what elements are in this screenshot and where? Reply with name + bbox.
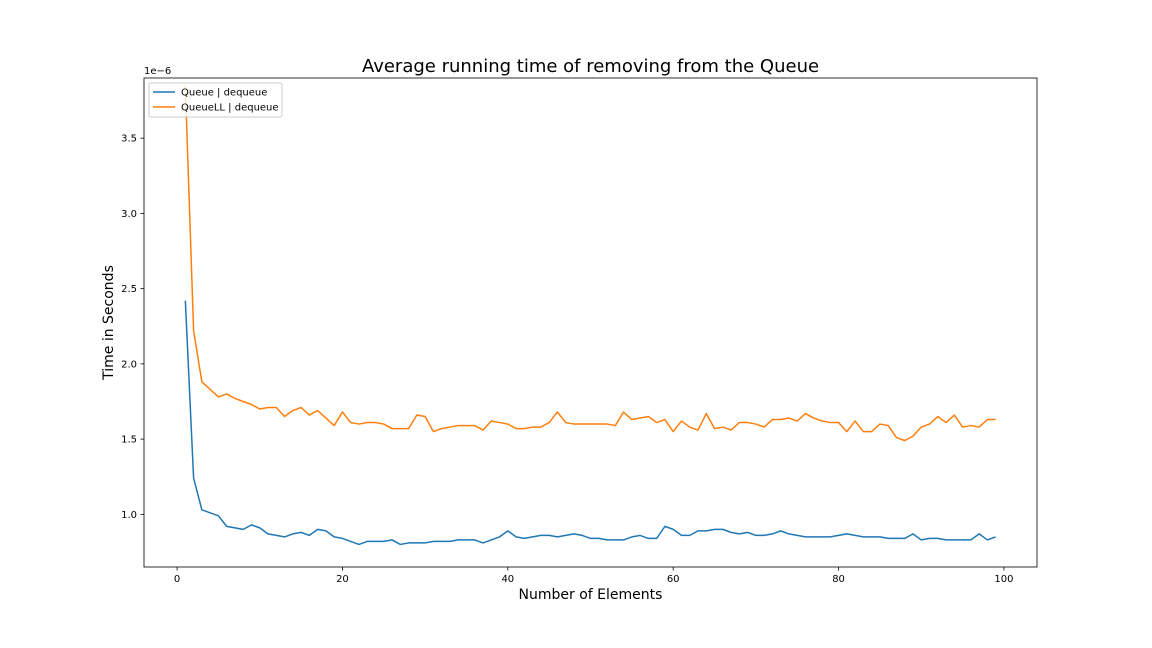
y-axis: 1.0 1.5 2.0 2.5 3.0 3.5 (121, 134, 144, 521)
y-tick-label: 1.5 (121, 435, 137, 446)
legend: Queue | dequeue QueueLL | dequeue (148, 82, 283, 118)
plot-area-frame (143, 77, 1038, 568)
series-layer (184, 85, 996, 546)
x-tick-label: 60 (667, 574, 680, 585)
series-line-queue (184, 300, 996, 546)
y-tick-label: 2.5 (121, 284, 137, 295)
y-tick-label: 2.0 (121, 359, 137, 370)
y-offset-label: 1e−6 (144, 66, 171, 77)
x-tick-label: 100 (994, 574, 1013, 585)
chart-title: Average running time of removing from th… (362, 56, 819, 77)
legend-box (148, 82, 283, 118)
x-tick-label: 80 (832, 574, 845, 585)
y-tick-label: 3.0 (121, 209, 137, 220)
series-line-queuell (184, 85, 996, 442)
x-tick-label: 40 (501, 574, 514, 585)
legend-label-queuell: QueueLL | dequeue (181, 103, 279, 114)
x-axis-title: Number of Elements (519, 587, 663, 603)
y-tick-label: 3.5 (121, 134, 137, 145)
y-axis-title: Time in Seconds (101, 265, 117, 381)
y-tick-label: 1.0 (121, 510, 137, 521)
x-tick-label: 20 (336, 574, 349, 585)
legend-label-queue: Queue | dequeue (181, 88, 267, 99)
x-axis: 0 20 40 60 80 100 (174, 567, 1013, 585)
x-tick-label: 0 (174, 574, 180, 585)
